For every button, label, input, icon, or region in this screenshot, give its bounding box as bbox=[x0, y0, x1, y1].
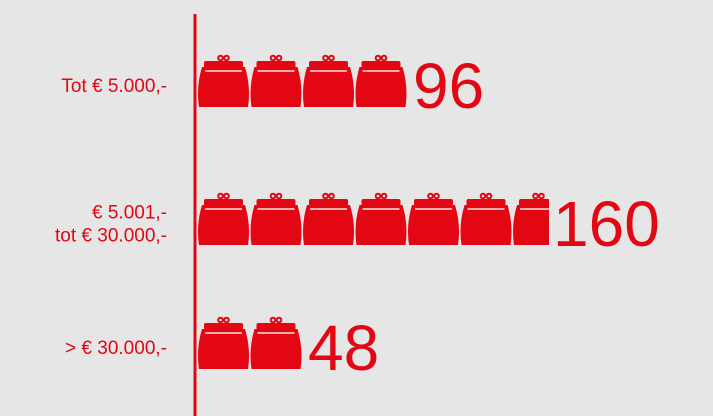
coin-purse-icon bbox=[355, 192, 407, 245]
bar-row-2 bbox=[198, 192, 549, 245]
value-label: 96 bbox=[413, 50, 484, 122]
coin-purse-icon bbox=[303, 54, 354, 107]
coin-purse-icon bbox=[198, 316, 249, 369]
category-label: > € 30.000,- bbox=[65, 338, 167, 359]
value-label: 160 bbox=[553, 188, 660, 260]
coin-purse-icon bbox=[198, 192, 249, 245]
coin-purse-icon bbox=[460, 192, 512, 245]
bar-row-1 bbox=[198, 54, 407, 107]
coin-purse-icon bbox=[198, 54, 249, 107]
value-label: 48 bbox=[308, 312, 379, 384]
bar-row-3 bbox=[198, 316, 302, 369]
coin-purse-icon bbox=[250, 316, 302, 369]
coin-purse-icon bbox=[303, 192, 354, 245]
coin-purse-icon bbox=[355, 54, 407, 107]
coin-purse-icon bbox=[408, 192, 459, 245]
coin-purse-icon bbox=[513, 192, 549, 245]
category-label: € 5.001,-tot € 30.000,- bbox=[55, 203, 167, 247]
category-label: Tot € 5.000,- bbox=[61, 76, 167, 97]
coin-purse-icon bbox=[250, 192, 302, 245]
coin-purse-icon bbox=[250, 54, 302, 107]
